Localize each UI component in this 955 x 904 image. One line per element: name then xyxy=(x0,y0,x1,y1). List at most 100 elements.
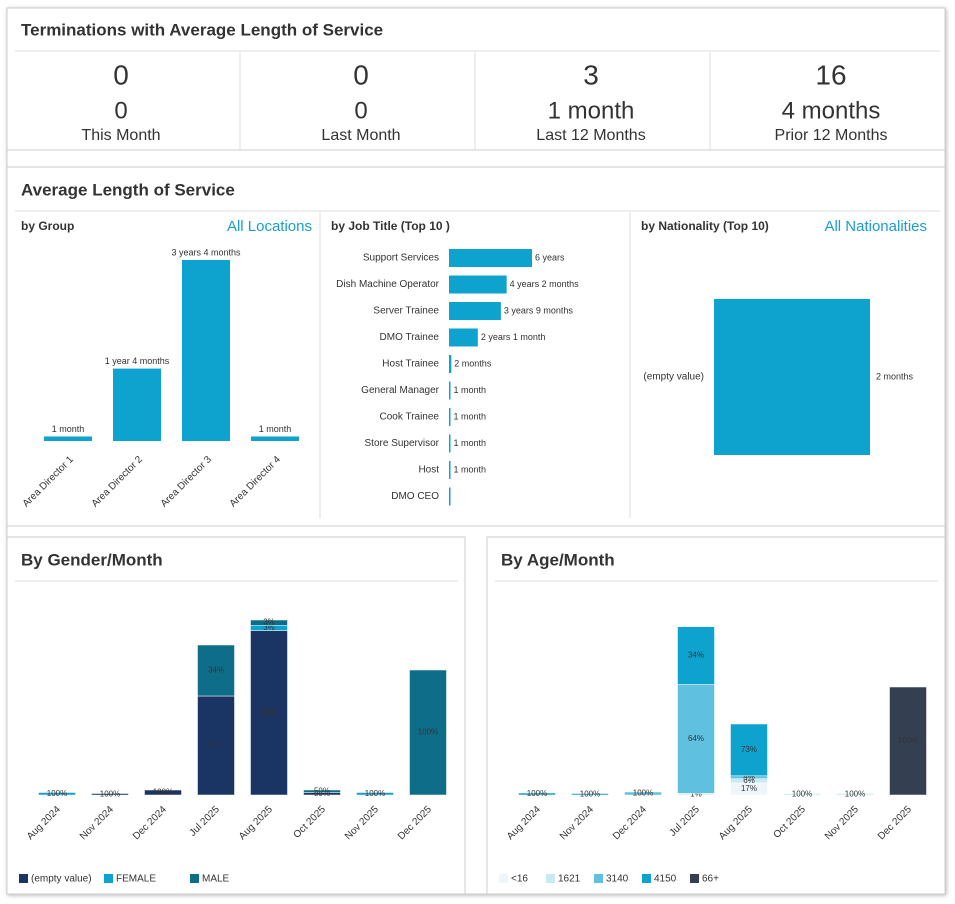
bar-segment xyxy=(571,793,609,796)
data-label: 2 months xyxy=(876,371,914,381)
data-label: 1 month xyxy=(454,464,487,474)
data-label: 66% xyxy=(208,741,224,750)
data-label: 1 month xyxy=(259,424,292,434)
bar xyxy=(44,436,92,441)
bar-segment xyxy=(409,669,447,796)
kpi-duration: 1 month xyxy=(548,97,635,124)
legend-swatch xyxy=(594,874,603,883)
kpi-label: This Month xyxy=(81,127,160,144)
data-label: 4 years 2 months xyxy=(510,279,580,289)
data-label: 4% xyxy=(743,772,755,781)
legend-label: 1621 xyxy=(558,874,581,885)
data-label: 100% xyxy=(792,789,812,798)
kpi-count: 0 xyxy=(113,59,129,90)
data-label: 2 months xyxy=(454,358,492,368)
kpi-duration: 4 months xyxy=(782,97,881,124)
data-label: 3 years 4 months xyxy=(171,247,241,257)
data-label: 100% xyxy=(845,789,865,798)
bar-segment xyxy=(677,626,715,685)
bar-segment xyxy=(144,789,182,796)
chart-title: by Nationality (Top 10) xyxy=(641,219,769,233)
bar xyxy=(449,275,507,294)
kpi-count: 16 xyxy=(815,59,846,90)
data-label: 34% xyxy=(208,666,224,675)
bar-segment xyxy=(197,644,235,697)
bar xyxy=(449,302,501,320)
y-tick-label: Host Trainee xyxy=(382,359,439,370)
data-label: 17% xyxy=(741,784,757,793)
bar xyxy=(449,434,451,453)
y-tick-label: DMO CEO xyxy=(391,491,439,502)
data-label: 6% xyxy=(743,776,755,785)
legend-swatch xyxy=(190,874,199,883)
filter-link: All Locations xyxy=(227,218,312,235)
data-label: 100% xyxy=(898,736,918,745)
data-label: 50% xyxy=(314,786,330,795)
kpi-count: 3 xyxy=(583,59,599,90)
chart-title: By Gender/Month xyxy=(21,550,163,569)
data-label: 1 month xyxy=(52,424,85,434)
y-tick-label: General Manager xyxy=(361,385,439,396)
bar-segment xyxy=(889,686,927,796)
data-label: 100% xyxy=(365,789,385,798)
kpi-duration: 0 xyxy=(114,97,127,124)
kpi-label: Prior 12 Months xyxy=(775,127,888,144)
data-label: 100% xyxy=(527,789,547,798)
data-label: 2 years 1 month xyxy=(481,332,546,342)
kpi-count: 0 xyxy=(353,59,369,90)
bar-segment xyxy=(197,695,235,796)
legend-label: <16 xyxy=(511,874,528,885)
kpi-label: Last Month xyxy=(321,127,400,144)
bar xyxy=(449,487,451,506)
bar xyxy=(449,328,478,347)
bar-segment xyxy=(783,793,821,796)
y-tick-label: Dish Machine Operator xyxy=(336,279,439,290)
age-panel xyxy=(486,536,946,895)
data-label: 1% xyxy=(690,789,702,798)
data-label: 1 month xyxy=(454,385,487,395)
legend-swatch xyxy=(546,874,555,883)
legend-label: 66+ xyxy=(702,874,719,885)
bar-segment xyxy=(624,791,662,796)
legend-label: FEMALE xyxy=(116,874,156,885)
bar-segment xyxy=(250,630,288,796)
chart-title: By Age/Month xyxy=(501,550,615,569)
bar xyxy=(182,260,230,441)
y-tick-label: DMO Trainee xyxy=(380,332,440,343)
data-label: 94% xyxy=(261,708,277,717)
bar xyxy=(449,249,532,267)
legend-swatch xyxy=(690,874,699,883)
bar xyxy=(449,381,451,400)
bar xyxy=(113,368,161,441)
chart-title: by Job Title (Top 10 ) xyxy=(331,219,450,233)
data-label: 100% xyxy=(633,789,653,798)
legend-swatch xyxy=(19,874,28,883)
legend-label: 4150 xyxy=(654,874,677,885)
y-tick-label: Support Services xyxy=(363,253,439,264)
data-label: 1 month xyxy=(454,438,487,448)
bar xyxy=(449,461,451,479)
data-label: 3% xyxy=(263,618,275,627)
y-tick-label: Host xyxy=(418,465,439,476)
section-title: Average Length of Service xyxy=(21,180,235,199)
bar-segment xyxy=(836,793,874,796)
gender-panel xyxy=(6,536,466,895)
data-label: 6 years xyxy=(535,252,565,262)
data-label: 64% xyxy=(688,734,704,743)
chart-title: by Group xyxy=(21,219,74,233)
filter-link: All Nationalities xyxy=(824,218,927,235)
data-label: 73% xyxy=(741,745,757,754)
y-tick-label: Store Supervisor xyxy=(365,438,440,449)
data-label: 50% xyxy=(314,789,330,798)
bar-segment xyxy=(730,723,768,777)
legend-swatch xyxy=(642,874,651,883)
bar xyxy=(449,355,452,373)
bar xyxy=(251,436,299,441)
y-tick-label: (empty value) xyxy=(643,372,704,383)
bar-segment xyxy=(518,792,556,796)
data-label: 3% xyxy=(263,623,275,632)
legend-swatch xyxy=(104,874,113,883)
legend-label: MALE xyxy=(202,874,230,885)
bar xyxy=(714,299,870,455)
